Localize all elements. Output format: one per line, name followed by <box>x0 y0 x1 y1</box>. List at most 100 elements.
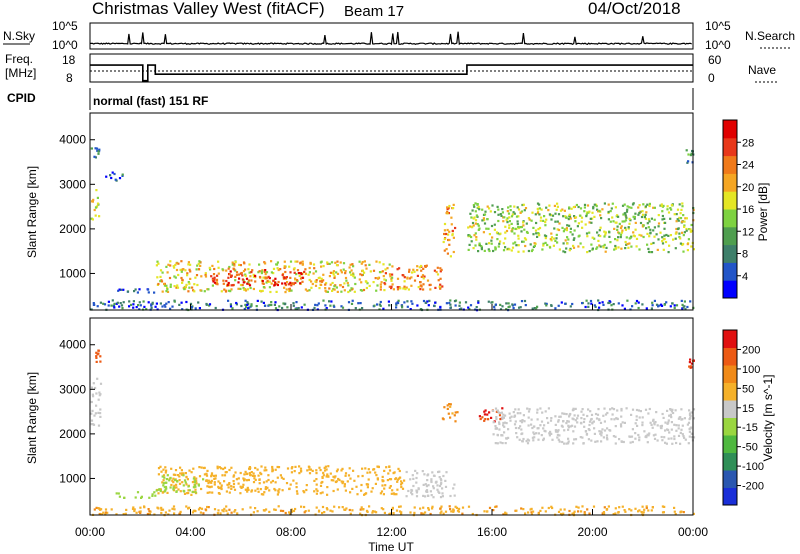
velocity-cell <box>437 490 440 493</box>
velocity-cell <box>288 511 291 514</box>
power-cell <box>644 205 647 208</box>
power-cell <box>626 205 629 208</box>
power-cell <box>344 270 347 273</box>
power-cell <box>512 211 515 214</box>
velocity-cell <box>561 440 564 444</box>
velocity-cell <box>571 409 574 412</box>
velocity-cell <box>590 439 593 442</box>
velocity-cell <box>352 469 355 472</box>
velocity-cell <box>288 487 291 490</box>
velocity-cell <box>581 505 584 508</box>
velocity-cell <box>585 432 589 436</box>
time-tick-label: 12:00 <box>376 525 406 539</box>
velocity-cell <box>157 467 161 470</box>
velocity-cell <box>539 424 542 427</box>
velocity-cell <box>260 465 263 468</box>
velocity-cell <box>298 472 301 475</box>
velocity-cell <box>525 440 528 443</box>
power-cell <box>508 224 511 227</box>
power-cell <box>522 220 525 223</box>
power-cell <box>411 271 414 274</box>
power-cell <box>554 212 557 215</box>
velocity-cell <box>134 496 137 499</box>
power-cell <box>383 282 386 285</box>
velocity-cell <box>499 441 502 444</box>
power-cell <box>175 268 179 272</box>
velocity-cell <box>571 424 574 427</box>
velocity-cell <box>299 467 303 470</box>
velocity-cell <box>199 511 202 514</box>
power-cell <box>545 302 548 305</box>
velocity-cell <box>329 509 332 512</box>
velocity-cell <box>336 488 339 491</box>
power-cell <box>283 260 286 263</box>
power-cell <box>118 288 121 291</box>
velocity-cell <box>606 411 609 415</box>
velocity-cell <box>625 407 628 410</box>
velocity-cell <box>194 491 197 494</box>
velocity-cell <box>559 512 563 516</box>
velocity-cell <box>349 491 352 494</box>
velocity-cell <box>688 413 692 417</box>
power-cell <box>567 238 570 241</box>
power-cell <box>445 248 448 251</box>
power-cell <box>426 279 430 282</box>
power-cell <box>517 234 520 237</box>
power-cell <box>635 237 639 240</box>
power-cell <box>216 283 219 286</box>
velocity-cell <box>680 510 683 513</box>
power-cell <box>648 202 651 205</box>
power-cell <box>150 304 153 307</box>
power-cell <box>682 250 685 253</box>
power-cell <box>569 231 572 234</box>
velocity-cell <box>602 436 605 439</box>
power-cell <box>499 232 502 235</box>
power-cell <box>646 243 649 246</box>
power-cell <box>284 291 287 294</box>
power-cell <box>320 277 323 280</box>
power-cell <box>273 283 276 286</box>
power-cell <box>676 227 680 231</box>
power-cell <box>520 230 523 233</box>
power-cell <box>109 174 112 177</box>
power-cell <box>616 214 619 217</box>
power-cell <box>483 219 486 222</box>
velocity-cell <box>638 416 641 419</box>
power-cell <box>577 205 580 209</box>
velocity-cell <box>205 472 208 475</box>
velocity-cell <box>624 510 627 513</box>
velocity-cell <box>277 505 280 508</box>
velocity-cell <box>580 410 583 413</box>
power-cell <box>397 301 400 305</box>
velocity-cell <box>235 478 238 481</box>
power-cell <box>335 271 338 274</box>
power-cell <box>599 245 602 248</box>
velocity-cell <box>536 427 539 430</box>
velocity-cell <box>508 412 511 415</box>
power-cell <box>467 306 470 309</box>
velocity-cell <box>194 484 197 487</box>
power-cell <box>633 235 636 238</box>
velocity-cell <box>681 424 684 427</box>
power-cell <box>516 220 519 223</box>
power-cell <box>686 249 689 252</box>
power-cell <box>469 212 472 215</box>
velocity-cell <box>559 508 562 511</box>
velocity-cell <box>519 412 522 415</box>
power-cell <box>681 307 684 310</box>
velocity-cell <box>577 510 580 513</box>
velocity-cell <box>228 491 231 494</box>
velocity-cell <box>193 476 196 479</box>
power-cell <box>541 248 544 251</box>
power-cell <box>508 216 511 219</box>
power-cell <box>555 208 558 211</box>
velocity-cell <box>410 489 414 492</box>
power-cell <box>406 276 409 279</box>
power-cell <box>445 232 448 236</box>
velocity-cell <box>449 405 452 408</box>
velocity-cell <box>115 513 118 516</box>
velocity-cell <box>665 442 668 445</box>
power-cell <box>536 207 539 210</box>
velocity-cell <box>673 510 676 513</box>
power-cell <box>322 299 325 302</box>
